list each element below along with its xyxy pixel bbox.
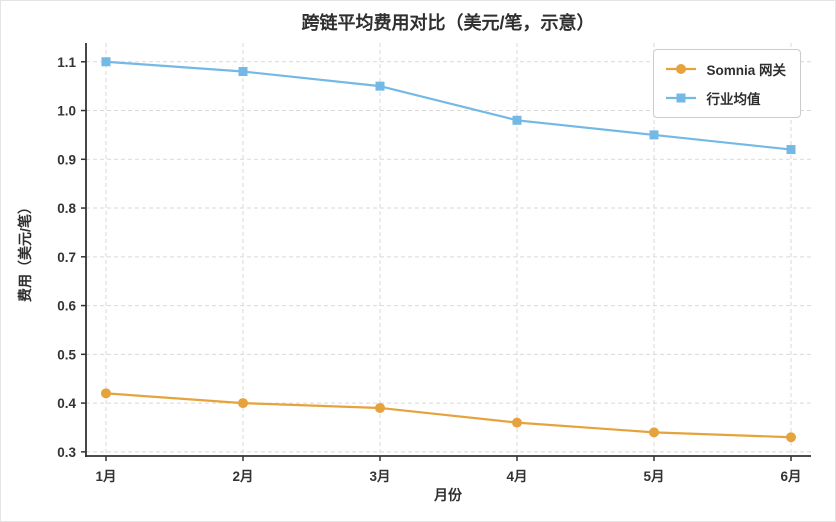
industry-line-square-icon bbox=[666, 93, 697, 103]
data-point bbox=[512, 417, 522, 428]
svg-text:0.8: 0.8 bbox=[57, 201, 76, 216]
data-point bbox=[375, 81, 385, 91]
legend: Somnia 网关 行业均值 bbox=[653, 49, 801, 118]
svg-text:1月: 1月 bbox=[95, 469, 116, 484]
legend-label-industry: 行业均值 bbox=[706, 92, 761, 107]
series-line-0 bbox=[104, 392, 793, 439]
legend-item-industry: 行业均值 bbox=[664, 88, 786, 108]
svg-text:6月: 6月 bbox=[780, 469, 801, 484]
series-line-1 bbox=[104, 60, 793, 151]
somnia-line-circle-icon bbox=[666, 64, 697, 74]
chart-title: 跨链平均费用对比（美元/笔，示意） bbox=[301, 13, 595, 33]
somnia-legend-marker bbox=[676, 64, 687, 74]
data-point bbox=[786, 145, 796, 155]
svg-text:2月: 2月 bbox=[232, 469, 253, 484]
svg-text:1.0: 1.0 bbox=[57, 104, 76, 119]
data-point bbox=[649, 130, 659, 140]
x-axis-label: 月份 bbox=[434, 487, 462, 503]
industry-legend-marker bbox=[676, 93, 686, 103]
data-point bbox=[375, 402, 385, 413]
svg-text:0.5: 0.5 bbox=[57, 347, 76, 362]
svg-text:5月: 5月 bbox=[643, 469, 664, 484]
svg-text:0.7: 0.7 bbox=[57, 250, 76, 265]
data-point bbox=[649, 427, 659, 438]
legend-item-somnia: Somnia 网关 bbox=[664, 59, 786, 79]
svg-text:0.9: 0.9 bbox=[57, 152, 76, 167]
svg-text:0.3: 0.3 bbox=[57, 445, 76, 460]
data-point bbox=[512, 115, 522, 125]
data-point bbox=[238, 398, 248, 409]
data-point bbox=[101, 57, 111, 67]
svg-text:0.4: 0.4 bbox=[57, 396, 76, 411]
svg-text:3月: 3月 bbox=[369, 469, 390, 484]
data-point bbox=[101, 388, 111, 399]
svg-text:4月: 4月 bbox=[506, 469, 527, 484]
data-point bbox=[786, 432, 796, 443]
data-point bbox=[238, 67, 248, 77]
svg-text:1.1: 1.1 bbox=[57, 55, 76, 70]
svg-text:0.6: 0.6 bbox=[57, 299, 76, 314]
y-axis-label: 费用（美元/笔） bbox=[17, 200, 33, 302]
legend-label-somnia: Somnia 网关 bbox=[706, 63, 786, 78]
